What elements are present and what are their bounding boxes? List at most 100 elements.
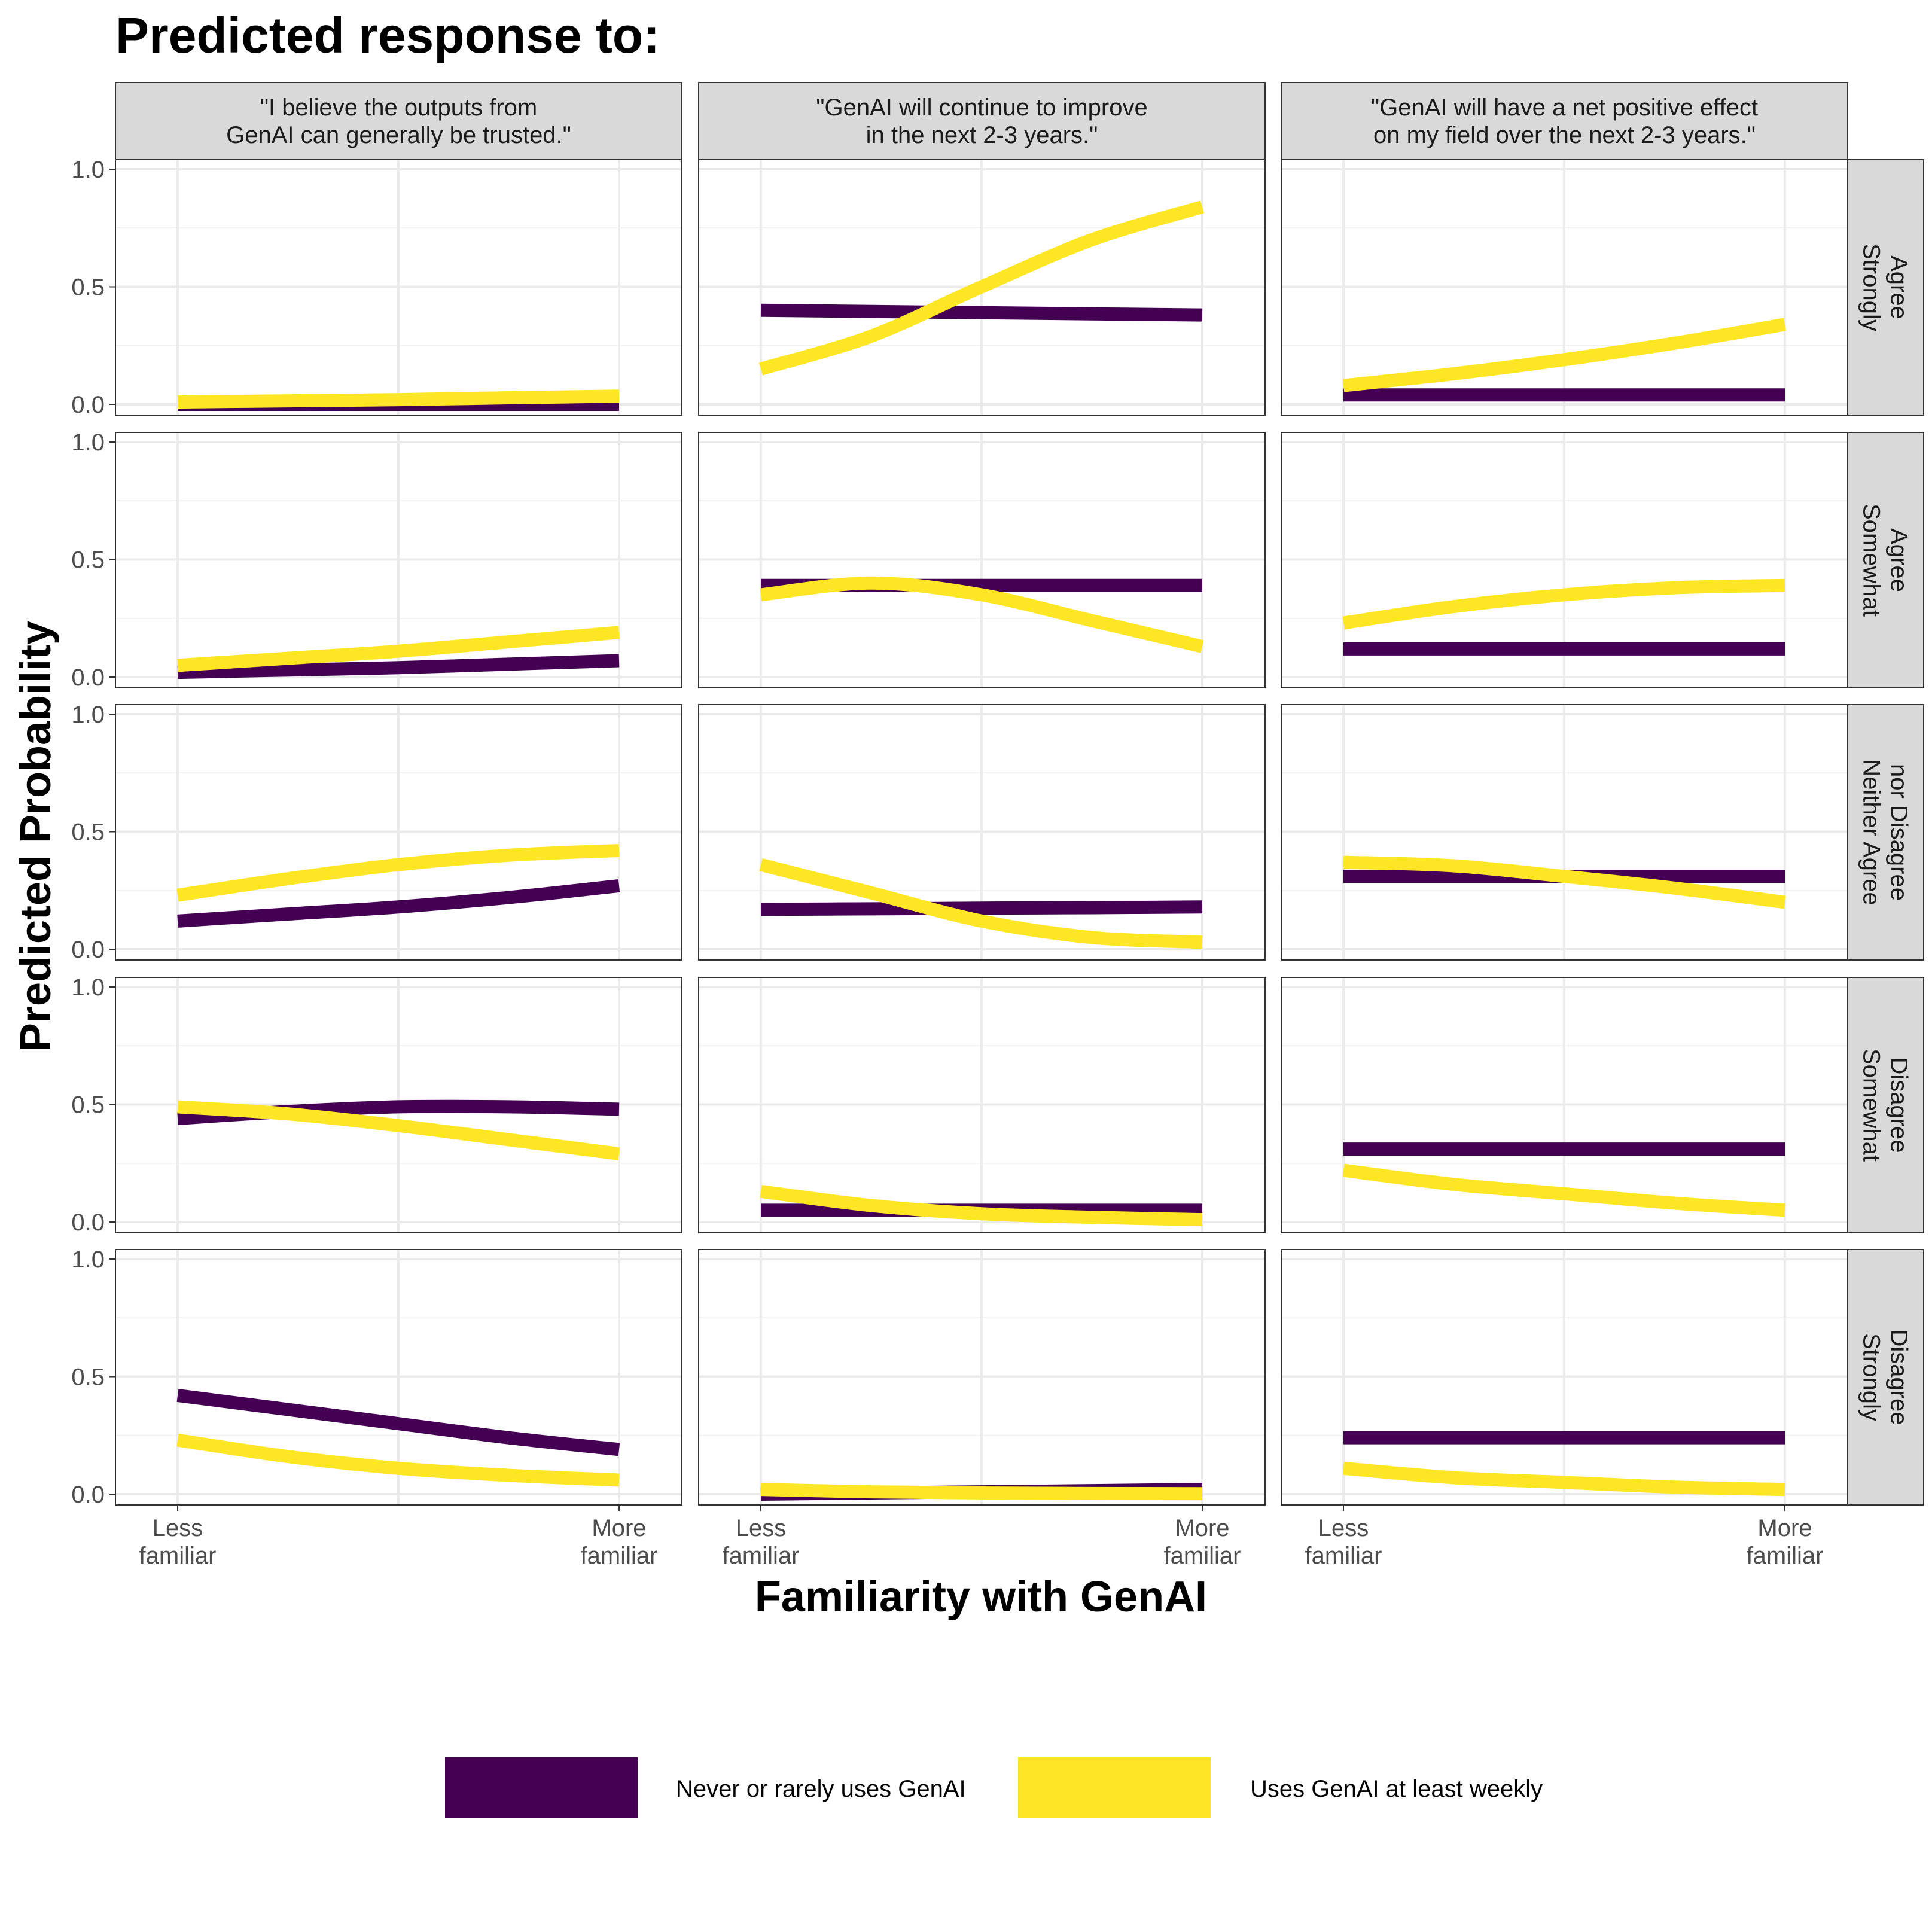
facet-panel: [698, 432, 1266, 688]
panel-border: [698, 1249, 1266, 1506]
legend-label-weekly: Uses GenAI at least weekly: [1250, 1776, 1543, 1802]
x-tick-label: More: [1757, 1515, 1812, 1541]
legend-swatch-never: [445, 1757, 638, 1818]
row-strip: [1847, 977, 1924, 1233]
panel-border: [1281, 1249, 1848, 1506]
series-line-never: [177, 879, 620, 928]
row-strip-label: Somewhat: [1858, 504, 1885, 617]
y-tick-label: 1.0: [71, 974, 105, 1001]
panel-border: [1281, 704, 1848, 961]
column-strip-label: "GenAI will continue to improve: [816, 95, 1147, 121]
facet-panel: 0.0 0.5 1.0: [71, 702, 682, 963]
y-tick-label: 0.5: [71, 1364, 105, 1391]
row-strip-label: Strongly: [1858, 1333, 1885, 1421]
x-tick-label: Less: [1318, 1515, 1369, 1541]
x-tick-label: familiar: [723, 1543, 800, 1569]
column-strip-label: "I believe the outputs from: [260, 95, 537, 121]
series-line-weekly: [759, 858, 1203, 949]
series-line-weekly: [760, 1184, 1203, 1227]
series-line-weekly: [758, 200, 1205, 376]
series-line-never: [760, 303, 1203, 322]
y-tick-label: 0.0: [71, 1209, 105, 1236]
y-tick-label: 0.5: [71, 275, 105, 301]
series-line-weekly: [1342, 1163, 1785, 1217]
column-strip-label: GenAI can generally be trusted.": [226, 122, 571, 148]
row-strip: [1847, 432, 1924, 688]
column-strip-label: "GenAI will have a net positive effect: [1371, 95, 1758, 121]
x-tick-label: familiar: [1305, 1543, 1382, 1569]
y-tick-label: 0.0: [71, 1482, 105, 1508]
x-tick-label: Less: [736, 1515, 787, 1541]
y-tick-label: 0.0: [71, 937, 105, 963]
series-line-weekly: [1342, 578, 1785, 630]
column-strip: [115, 82, 682, 160]
y-tick-label: 1.0: [71, 702, 105, 728]
row-strip-label: Strongly: [1858, 243, 1885, 331]
x-tick-label: More: [1175, 1515, 1229, 1541]
panel-border: [698, 159, 1266, 416]
series-line-never: [760, 900, 1203, 916]
series-line-weekly: [1342, 318, 1786, 392]
series-line-weekly: [1343, 1461, 1785, 1497]
panel-border: [698, 432, 1266, 688]
row-strip-label: Somewhat: [1858, 1049, 1885, 1162]
column-strip: [1281, 82, 1848, 160]
row-strip-label: Disagree: [1886, 1329, 1912, 1425]
panel-border: [698, 704, 1266, 961]
legend-swatch-weekly: [1018, 1757, 1211, 1818]
y-tick-label: 0.5: [71, 1092, 105, 1119]
y-tick-label: 1.0: [71, 157, 105, 183]
facet-panel: [1281, 159, 1848, 416]
row-strip-label: Agree: [1886, 528, 1912, 592]
panel-border: [1281, 159, 1848, 416]
facet-panel: [1281, 704, 1848, 961]
legend: Never or rarely uses GenAI Uses GenAI at…: [445, 1757, 1543, 1818]
panel-border: [1281, 432, 1848, 688]
facet-panel: [1281, 432, 1848, 688]
y-tick-label: 1.0: [71, 1247, 105, 1273]
legend-label-never: Never or rarely uses GenAI: [676, 1776, 966, 1802]
column-strip: [698, 82, 1266, 160]
x-tick-label: familiar: [1747, 1543, 1824, 1569]
chart-title: Predicted response to:: [115, 7, 660, 63]
column-strip-label: on my field over the next 2-3 years.": [1373, 122, 1756, 148]
x-tick-label: familiar: [139, 1543, 217, 1569]
row-strip: [1847, 704, 1924, 961]
series-line-weekly: [177, 626, 620, 672]
x-axis-title: Familiarity with GenAI: [755, 1573, 1207, 1621]
series-line-weekly: [1343, 855, 1786, 909]
y-tick-label: 0.5: [71, 547, 105, 574]
column-strip-label: in the next 2-3 years.": [866, 122, 1098, 148]
facet-panel: 0.0 0.5 1.0: [71, 429, 682, 691]
y-tick-label: 0.0: [71, 665, 105, 691]
series-line-weekly: [760, 1483, 1203, 1501]
facet-panel: [1281, 977, 1848, 1233]
facet-panel: [698, 159, 1266, 416]
x-tick-label: Less: [153, 1515, 203, 1541]
row-strip-label: nor Disagree: [1886, 764, 1912, 901]
series-line-never: [176, 1389, 620, 1456]
x-tick-label: More: [592, 1515, 646, 1541]
facet-panel: [698, 977, 1266, 1233]
series-line-weekly: [176, 843, 620, 902]
facet-panel: [698, 704, 1266, 961]
y-tick-label: 1.0: [71, 429, 105, 456]
y-axis-title: Predicted Probability: [12, 621, 60, 1052]
y-tick-label: 0.0: [71, 392, 105, 418]
row-strip-label: Agree: [1886, 255, 1912, 319]
panel-border: [698, 977, 1266, 1233]
series-line-never: [177, 654, 620, 679]
row-strip-label: Neither Agree: [1858, 759, 1885, 906]
row-strip-label: Disagree: [1886, 1057, 1912, 1153]
facet-panel: 0.0 0.5 1.0: [71, 157, 682, 418]
x-tick-label: familiar: [1164, 1543, 1241, 1569]
x-tick-label: familiar: [581, 1543, 658, 1569]
series-line-weekly: [176, 1433, 620, 1487]
facet-panel: 0.0 0.5 1.0: [71, 974, 682, 1236]
series-line-weekly: [177, 1100, 620, 1160]
row-strip: [1847, 159, 1924, 416]
